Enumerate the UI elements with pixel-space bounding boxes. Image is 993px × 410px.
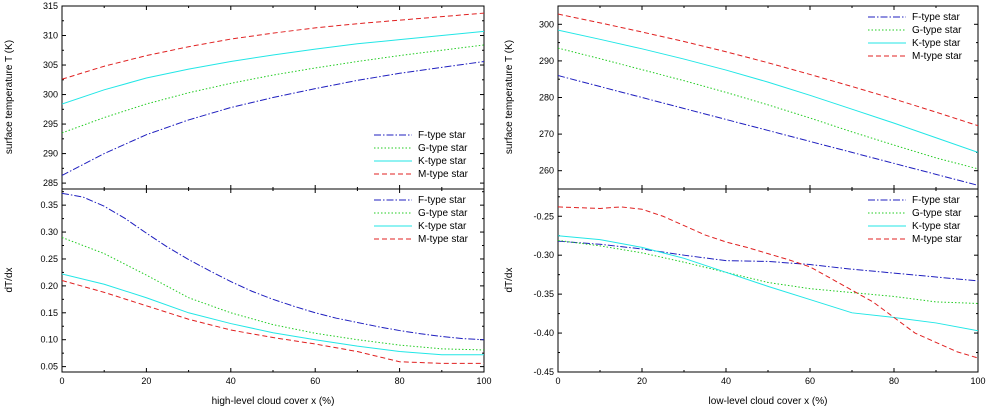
y-tick-label: 0.05	[40, 362, 58, 372]
legend-entry-label: F-type star	[912, 195, 960, 206]
y-axis-title: dT/dx	[504, 267, 515, 292]
x-tick-label: 60	[310, 376, 320, 386]
y-tick-label: 0.15	[40, 308, 58, 318]
y-tick-label: 0.10	[40, 335, 58, 345]
series-line-M-type	[558, 13, 978, 127]
y-tick-label: 280	[539, 93, 554, 103]
chart-panel-right-top: 260 270 280 290 300 surface temperature T (K)…	[504, 5, 979, 190]
legend-entry-label: G-type star	[418, 143, 468, 154]
chart-panel-left-top: 285 290 295 300 305 310 315 surface temperature…	[4, 1, 485, 190]
x-tick-label: 80	[889, 376, 899, 386]
series-line-G-type	[62, 236, 484, 351]
legend-entry-label: K-type star	[912, 221, 961, 232]
y-tick-label: 290	[43, 149, 58, 159]
series-line-F-type	[62, 60, 484, 176]
legend-entry-label: K-type star	[418, 156, 467, 167]
y-tick-label: 310	[43, 31, 58, 41]
x-tick-label: 40	[226, 376, 236, 386]
series-line-M-type	[558, 206, 978, 359]
x-axis-title: high-level cloud cover x (%)	[212, 396, 335, 407]
x-tick-label: 0	[555, 376, 560, 386]
y-tick-label: -0.35	[533, 289, 554, 299]
y-tick-label: 0.30	[40, 227, 58, 237]
series-line-F-type	[558, 240, 978, 282]
x-tick-label: 40	[721, 376, 731, 386]
y-axis-title: surface temperature T (K)	[4, 40, 15, 154]
legend-entry-label: F-type star	[912, 12, 960, 23]
y-tick-label: -0.45	[533, 367, 554, 377]
x-tick-label: 0	[59, 376, 64, 386]
y-tick-label: 300	[43, 90, 58, 100]
y-tick-label: 0.20	[40, 281, 58, 291]
series-line-K-type	[558, 29, 978, 153]
legend: F-type star G-type star K-type star M-type …	[868, 195, 963, 245]
y-tick-label: 315	[43, 1, 58, 11]
x-tick-label: 100	[476, 376, 491, 386]
y-tick-label: 285	[43, 178, 58, 188]
legend: F-type star G-type star K-type star M-type …	[374, 195, 469, 245]
y-tick-label: -0.30	[533, 250, 554, 260]
y-axis-title: surface temperature T (K)	[504, 40, 515, 154]
series-line-K-type	[62, 273, 484, 356]
x-tick-label: 80	[395, 376, 405, 386]
y-tick-label: 0.25	[40, 254, 58, 264]
x-tick-label: 20	[141, 376, 151, 386]
x-tick-label: 60	[805, 376, 815, 386]
legend-entry-label: M-type star	[418, 234, 469, 245]
legend: F-type star G-type star K-type star M-type …	[374, 130, 469, 180]
legend-entry-label: M-type star	[912, 234, 963, 245]
legend-entry-label: F-type star	[418, 195, 466, 206]
legend: F-type star G-type star K-type star M-type …	[868, 12, 963, 62]
series-line-M-type	[62, 280, 484, 364]
chart-panel-right-bottom: 0 20 40 60 80 100 -0.45 -0.40 -0.35 -0.30 -0.25 dT/…	[504, 188, 986, 407]
x-tick-label: 100	[970, 376, 985, 386]
x-tick-label: 20	[637, 376, 647, 386]
y-tick-label: 270	[539, 129, 554, 139]
y-tick-label: 260	[539, 166, 554, 176]
y-tick-label: -0.40	[533, 328, 554, 338]
series-line-M-type	[62, 12, 484, 80]
chart-panel-left-bottom: 0 20 40 60 80 100 0.05 0.10 0.15 0.20 0.25 0.30 0.35…	[4, 188, 492, 407]
x-axis-title: low-level cloud cover x (%)	[709, 396, 828, 407]
y-tick-label: 305	[43, 60, 58, 70]
y-tick-label: 300	[539, 19, 554, 29]
y-tick-label: 295	[43, 119, 58, 129]
y-axis-title: dT/dx	[4, 267, 15, 292]
legend-entry-label: K-type star	[912, 38, 961, 49]
y-tick-label: 0.35	[40, 200, 58, 210]
series-line-G-type	[558, 239, 978, 304]
legend-entry-label: M-type star	[912, 51, 963, 62]
series-line-F-type	[558, 75, 978, 186]
legend-entry-label: M-type star	[418, 169, 469, 180]
series-line-K-type	[558, 235, 978, 332]
legend-entry-label: G-type star	[418, 208, 468, 219]
legend-entry-label: G-type star	[912, 208, 962, 219]
y-tick-label: 290	[539, 56, 554, 66]
y-tick-label: -0.25	[533, 211, 554, 221]
legend-entry-label: K-type star	[418, 221, 467, 232]
series-line-K-type	[62, 30, 484, 105]
legend-entry-label: G-type star	[912, 25, 962, 36]
series-line-F-type	[62, 192, 484, 341]
series-line-G-type	[558, 47, 978, 170]
series-line-G-type	[62, 44, 484, 134]
legend-entry-label: F-type star	[418, 130, 466, 141]
